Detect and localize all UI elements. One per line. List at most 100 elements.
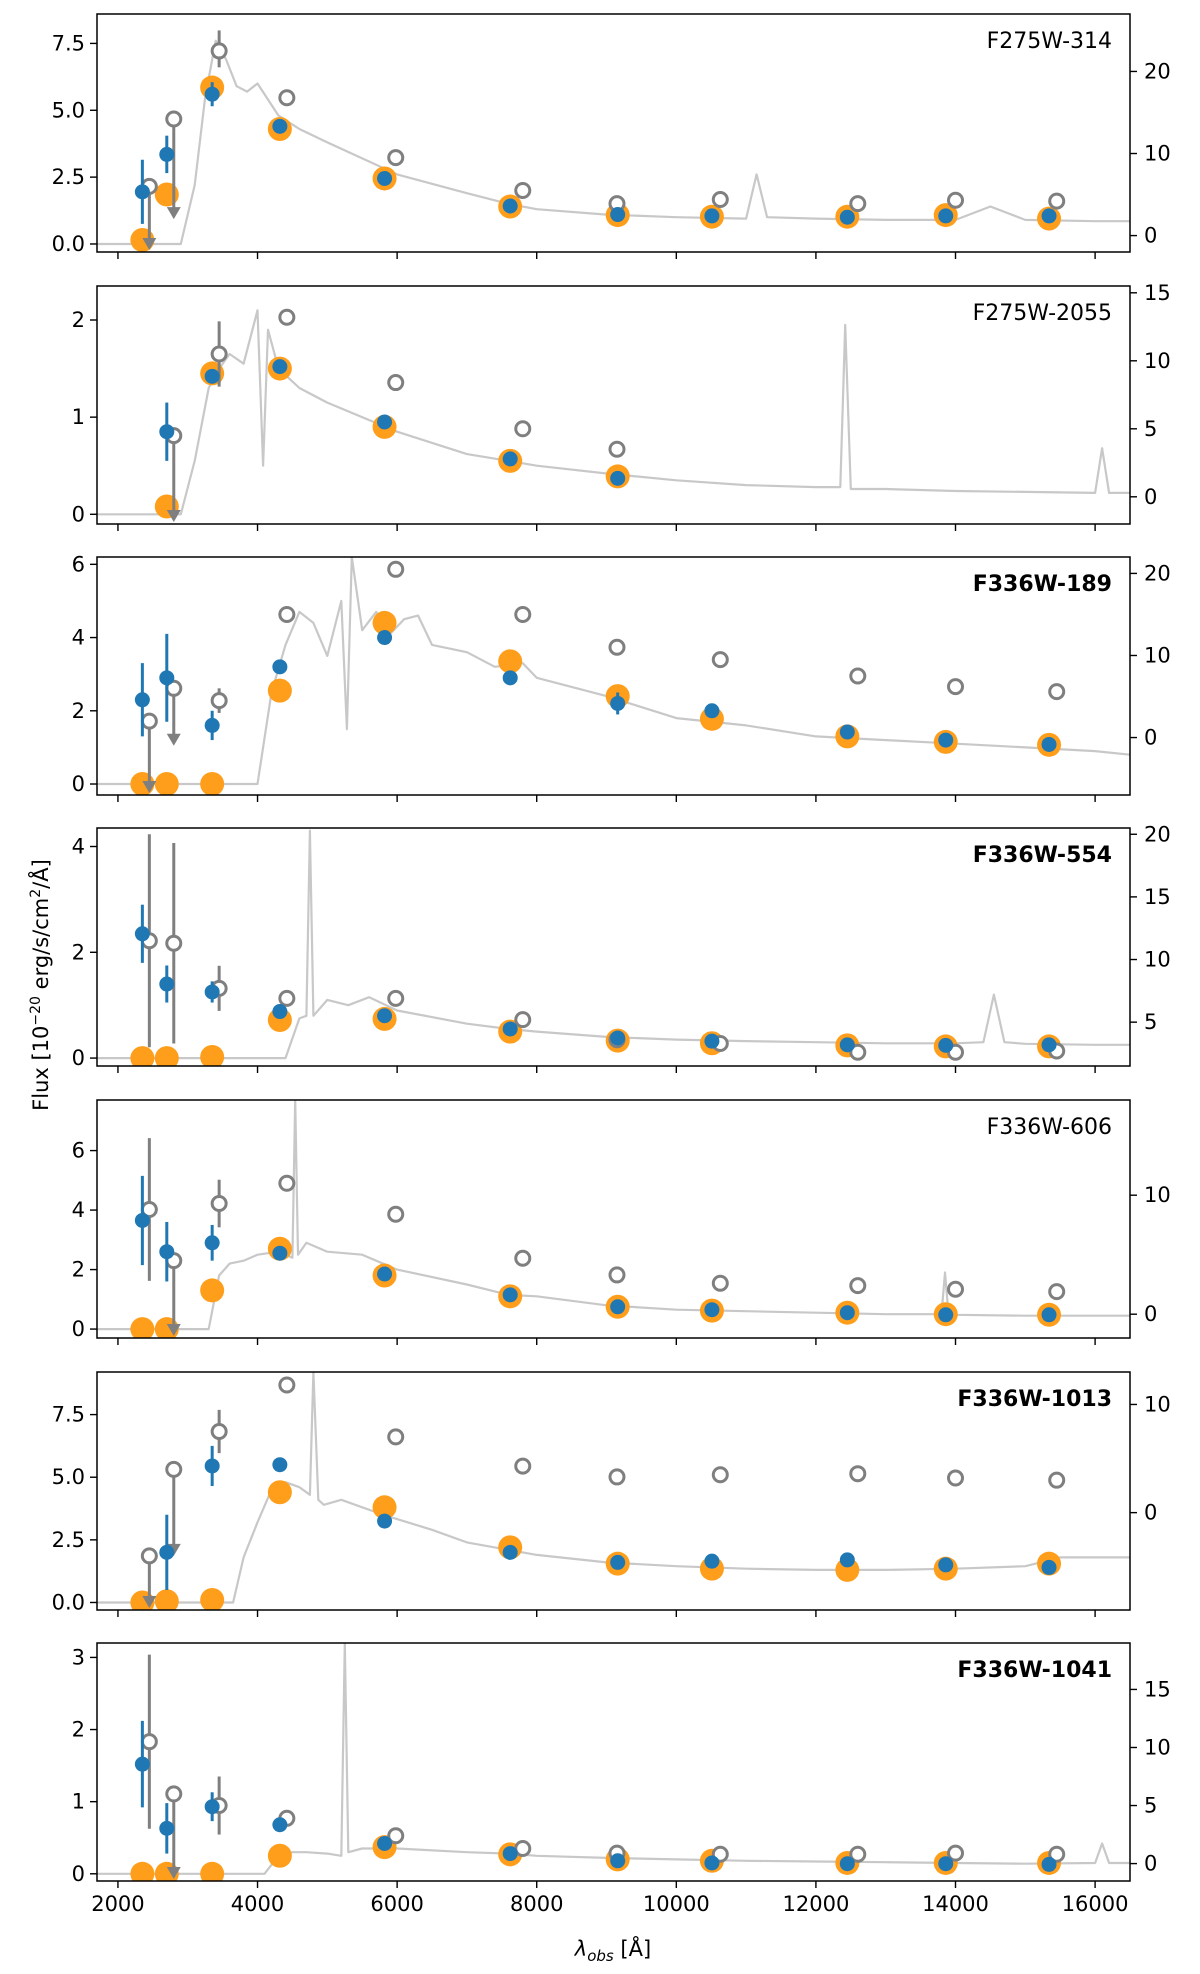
y2-tick-label: 10: [1144, 1183, 1171, 1207]
observed-point: [272, 659, 288, 675]
panel-title: F336W-1013: [957, 1387, 1112, 1412]
secondary-point: [1048, 1283, 1066, 1301]
observed-point: [1041, 208, 1057, 224]
observed-point: [839, 724, 855, 740]
observed-point: [610, 470, 626, 486]
x-tick-label: 4000: [231, 1892, 284, 1916]
panel-plot-area: [97, 30, 1130, 252]
upper-limit-arrow: [166, 1324, 181, 1336]
panel-frame: [96, 1099, 1131, 1339]
y-tick-label: 3: [72, 1645, 85, 1669]
y-tick-label: 5.0: [52, 1465, 85, 1489]
panel-3: 0 2 4 6 0 10 20 F336W-189: [72, 552, 1171, 802]
observed-point: [1041, 1307, 1057, 1323]
y-tick-label: 0.0: [52, 1590, 85, 1614]
model-photometry-point: [267, 1843, 292, 1868]
secondary-point: [1048, 683, 1066, 701]
secondary-point: [514, 605, 532, 623]
observed-point: [839, 1037, 855, 1053]
observed-point: [204, 984, 220, 1000]
observed-point: [704, 1855, 720, 1871]
panel-frame: [96, 285, 1131, 525]
panel-title: F336W-606: [987, 1115, 1112, 1140]
secondary-point: [947, 678, 965, 696]
observed-point: [159, 670, 175, 686]
observed-point: [938, 732, 954, 748]
y-tick-label: 1: [72, 1790, 85, 1814]
observed-point: [377, 1835, 393, 1851]
observed-point: [938, 1307, 954, 1323]
secondary-point: [387, 989, 405, 1007]
panel-6: 0.0 2.5 5.0 7.5 0 10 F336W-1013: [52, 1371, 1171, 1617]
y2-tick-label: 10: [1144, 643, 1171, 667]
secondary-point: [210, 1195, 228, 1213]
y2-tick-label: 15: [1144, 885, 1171, 909]
observed-point: [502, 1544, 518, 1560]
x-tick-label: 8000: [510, 1892, 563, 1916]
y-tick-label: 2: [72, 308, 85, 332]
observed-point: [134, 926, 150, 942]
observed-point: [502, 1287, 518, 1303]
y-tick-label: 2.5: [52, 1528, 85, 1552]
y2-tick-label: 5: [1144, 1794, 1157, 1818]
y-tick-label: 0.0: [52, 232, 85, 256]
y2-tick-label: 0: [1144, 224, 1157, 248]
y2-tick-label: 20: [1144, 822, 1171, 846]
model-photometry-point: [200, 772, 225, 795]
upper-limit-arrow: [142, 238, 157, 250]
observed-point: [502, 1846, 518, 1862]
upper-limit-arrow: [166, 733, 181, 746]
secondary-point: [387, 1428, 405, 1446]
observed-point: [610, 1299, 626, 1315]
secondary-point: [947, 191, 965, 209]
observed-point: [272, 1004, 288, 1020]
secondary-point: [711, 1274, 729, 1292]
observed-point: [938, 208, 954, 224]
model-photometry-point: [154, 1046, 179, 1066]
x-tick-label: 10000: [643, 1892, 710, 1916]
observed-point: [377, 630, 393, 646]
secondary-point: [608, 1266, 626, 1284]
model-photometry-point: [372, 1495, 397, 1520]
y2-tick-label: 0: [1144, 1501, 1157, 1525]
observed-point: [204, 368, 220, 384]
observed-point: [204, 86, 220, 102]
y-tick-label: 5.0: [52, 98, 85, 122]
observed-point: [839, 1305, 855, 1321]
panel-title: F336W-1041: [957, 1658, 1112, 1683]
y2-tick-label: 0: [1144, 485, 1157, 509]
y-tick-label: 2: [72, 940, 85, 964]
y-tick-label: 0: [72, 1862, 85, 1886]
y2-tick-label: 20: [1144, 561, 1171, 585]
y2-tick-label: 0: [1144, 726, 1157, 750]
model-photometry-point: [200, 1861, 225, 1881]
x-axis-label: λobs [Å]: [574, 1935, 651, 1965]
observed-point: [159, 976, 175, 992]
model-spectrum-line: [97, 1100, 1130, 1331]
observed-point: [204, 1235, 220, 1251]
model-spectrum-line: [97, 829, 1130, 1060]
observed-point: [610, 1853, 626, 1869]
secondary-point: [711, 190, 729, 208]
y-tick-label: 0: [72, 772, 85, 796]
secondary-point: [1048, 1471, 1066, 1489]
observed-point: [272, 1245, 288, 1261]
observed-point: [134, 692, 150, 708]
y-tick-label: 2.5: [52, 165, 85, 189]
observed-point: [938, 1557, 954, 1573]
model-photometry-point: [267, 1480, 292, 1505]
y-tick-label: 6: [72, 552, 85, 576]
observed-point: [377, 1513, 393, 1529]
secondary-point: [711, 1466, 729, 1484]
secondary-point: [165, 1785, 183, 1803]
secondary-point: [849, 1043, 867, 1061]
secondary-point: [210, 1423, 228, 1440]
y-tick-label: 4: [72, 626, 85, 650]
y-tick-label: 2: [72, 699, 85, 723]
observed-point: [159, 1544, 175, 1560]
y2-tick-label: 5: [1144, 417, 1157, 441]
model-photometry-point: [130, 1861, 155, 1881]
secondary-point: [849, 195, 867, 213]
y2-tick-label: 15: [1144, 281, 1171, 305]
